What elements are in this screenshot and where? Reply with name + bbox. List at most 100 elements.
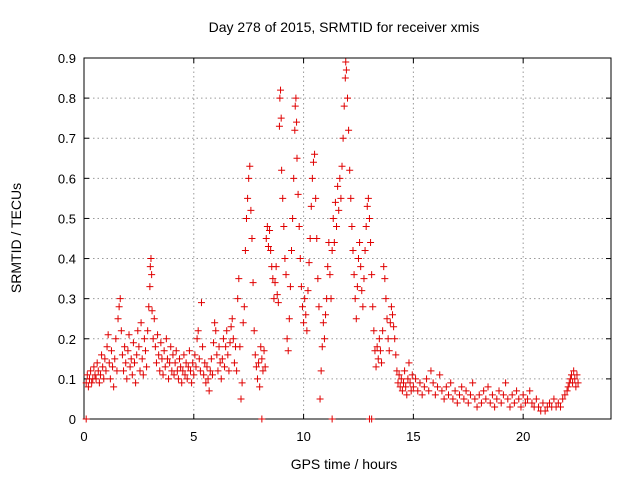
- data-point: [412, 375, 420, 383]
- data-point: [471, 395, 479, 403]
- data-point: [174, 375, 182, 383]
- data-point: [256, 383, 264, 391]
- data-point: [88, 379, 96, 387]
- data-point: [572, 383, 580, 391]
- data-point: [195, 355, 203, 363]
- data-point: [368, 271, 376, 279]
- data-point: [148, 307, 156, 315]
- data-point: [383, 315, 391, 323]
- data-point: [212, 327, 220, 335]
- data-point: [261, 363, 269, 371]
- data-point: [458, 383, 466, 391]
- data-point: [486, 399, 494, 407]
- data-point: [128, 371, 136, 379]
- data-point: [112, 335, 120, 343]
- data-point: [263, 222, 271, 230]
- data-point: [285, 315, 293, 323]
- data-point: [172, 347, 180, 355]
- data-point: [110, 383, 118, 391]
- data-point: [136, 367, 144, 375]
- data-point: [404, 375, 412, 383]
- y-tick-label: 0.2: [58, 332, 76, 347]
- y-tick-label: 0.1: [58, 372, 76, 387]
- data-point: [322, 311, 330, 319]
- data-point: [352, 315, 360, 323]
- data-point: [303, 327, 311, 335]
- data-point: [455, 391, 463, 399]
- data-point: [217, 375, 225, 383]
- data-point: [266, 226, 274, 234]
- x-tick-label: 15: [406, 429, 420, 444]
- data-point: [154, 331, 162, 339]
- data-point: [524, 395, 532, 403]
- y-tick-label: 0.8: [58, 91, 76, 106]
- data-point: [163, 355, 171, 363]
- data-point: [222, 343, 230, 351]
- data-point: [374, 355, 382, 363]
- data-point: [277, 86, 285, 94]
- data-point: [300, 319, 308, 327]
- data-point: [250, 327, 258, 335]
- data-point: [393, 367, 401, 375]
- data-point: [329, 214, 337, 222]
- data-point: [328, 415, 336, 423]
- data-point: [314, 275, 322, 283]
- data-point: [563, 387, 571, 395]
- data-point: [272, 263, 280, 271]
- data-point: [346, 166, 354, 174]
- data-point: [277, 114, 285, 122]
- data-point: [98, 351, 106, 359]
- data-point: [237, 395, 245, 403]
- data-point: [96, 371, 104, 379]
- data-point: [384, 335, 392, 343]
- y-tick-label: 0: [69, 412, 76, 427]
- data-point: [143, 363, 151, 371]
- data-point: [358, 287, 366, 295]
- data-point: [515, 395, 523, 403]
- data-point: [224, 351, 232, 359]
- data-point: [280, 222, 288, 230]
- data-point: [193, 335, 201, 343]
- data-point: [260, 347, 268, 355]
- data-point: [225, 367, 233, 375]
- data-point: [94, 367, 102, 375]
- data-point: [292, 94, 300, 102]
- data-point: [227, 323, 235, 331]
- data-point: [177, 363, 185, 371]
- data-point: [337, 194, 345, 202]
- data-point: [115, 303, 123, 311]
- data-point: [571, 375, 579, 383]
- x-tick-label: 20: [516, 429, 530, 444]
- data-point: [245, 174, 253, 182]
- data-point: [92, 375, 100, 383]
- data-point: [573, 371, 581, 379]
- data-point: [223, 327, 231, 335]
- data-point: [369, 303, 377, 311]
- data-point: [249, 279, 257, 287]
- data-point: [345, 126, 353, 134]
- data-point: [274, 299, 282, 307]
- data-point: [359, 303, 367, 311]
- data-point: [182, 359, 190, 367]
- data-point: [83, 371, 91, 379]
- data-point: [506, 403, 514, 411]
- data-point: [230, 359, 238, 367]
- data-point: [213, 351, 221, 359]
- y-tick-label: 0.9: [58, 51, 76, 66]
- data-point: [218, 355, 226, 363]
- data-point: [344, 94, 351, 102]
- data-point: [118, 351, 126, 359]
- x-tick-label: 10: [296, 429, 310, 444]
- data-point: [405, 359, 413, 367]
- data-point: [482, 395, 490, 403]
- data-point: [315, 303, 323, 311]
- data-point: [229, 335, 237, 343]
- data-point: [176, 355, 184, 363]
- data-point: [165, 375, 173, 383]
- data-point: [200, 371, 208, 379]
- data-point: [387, 303, 395, 311]
- data-point: [171, 359, 179, 367]
- data-point: [291, 102, 299, 110]
- data-point: [301, 295, 309, 303]
- grid: [84, 58, 611, 419]
